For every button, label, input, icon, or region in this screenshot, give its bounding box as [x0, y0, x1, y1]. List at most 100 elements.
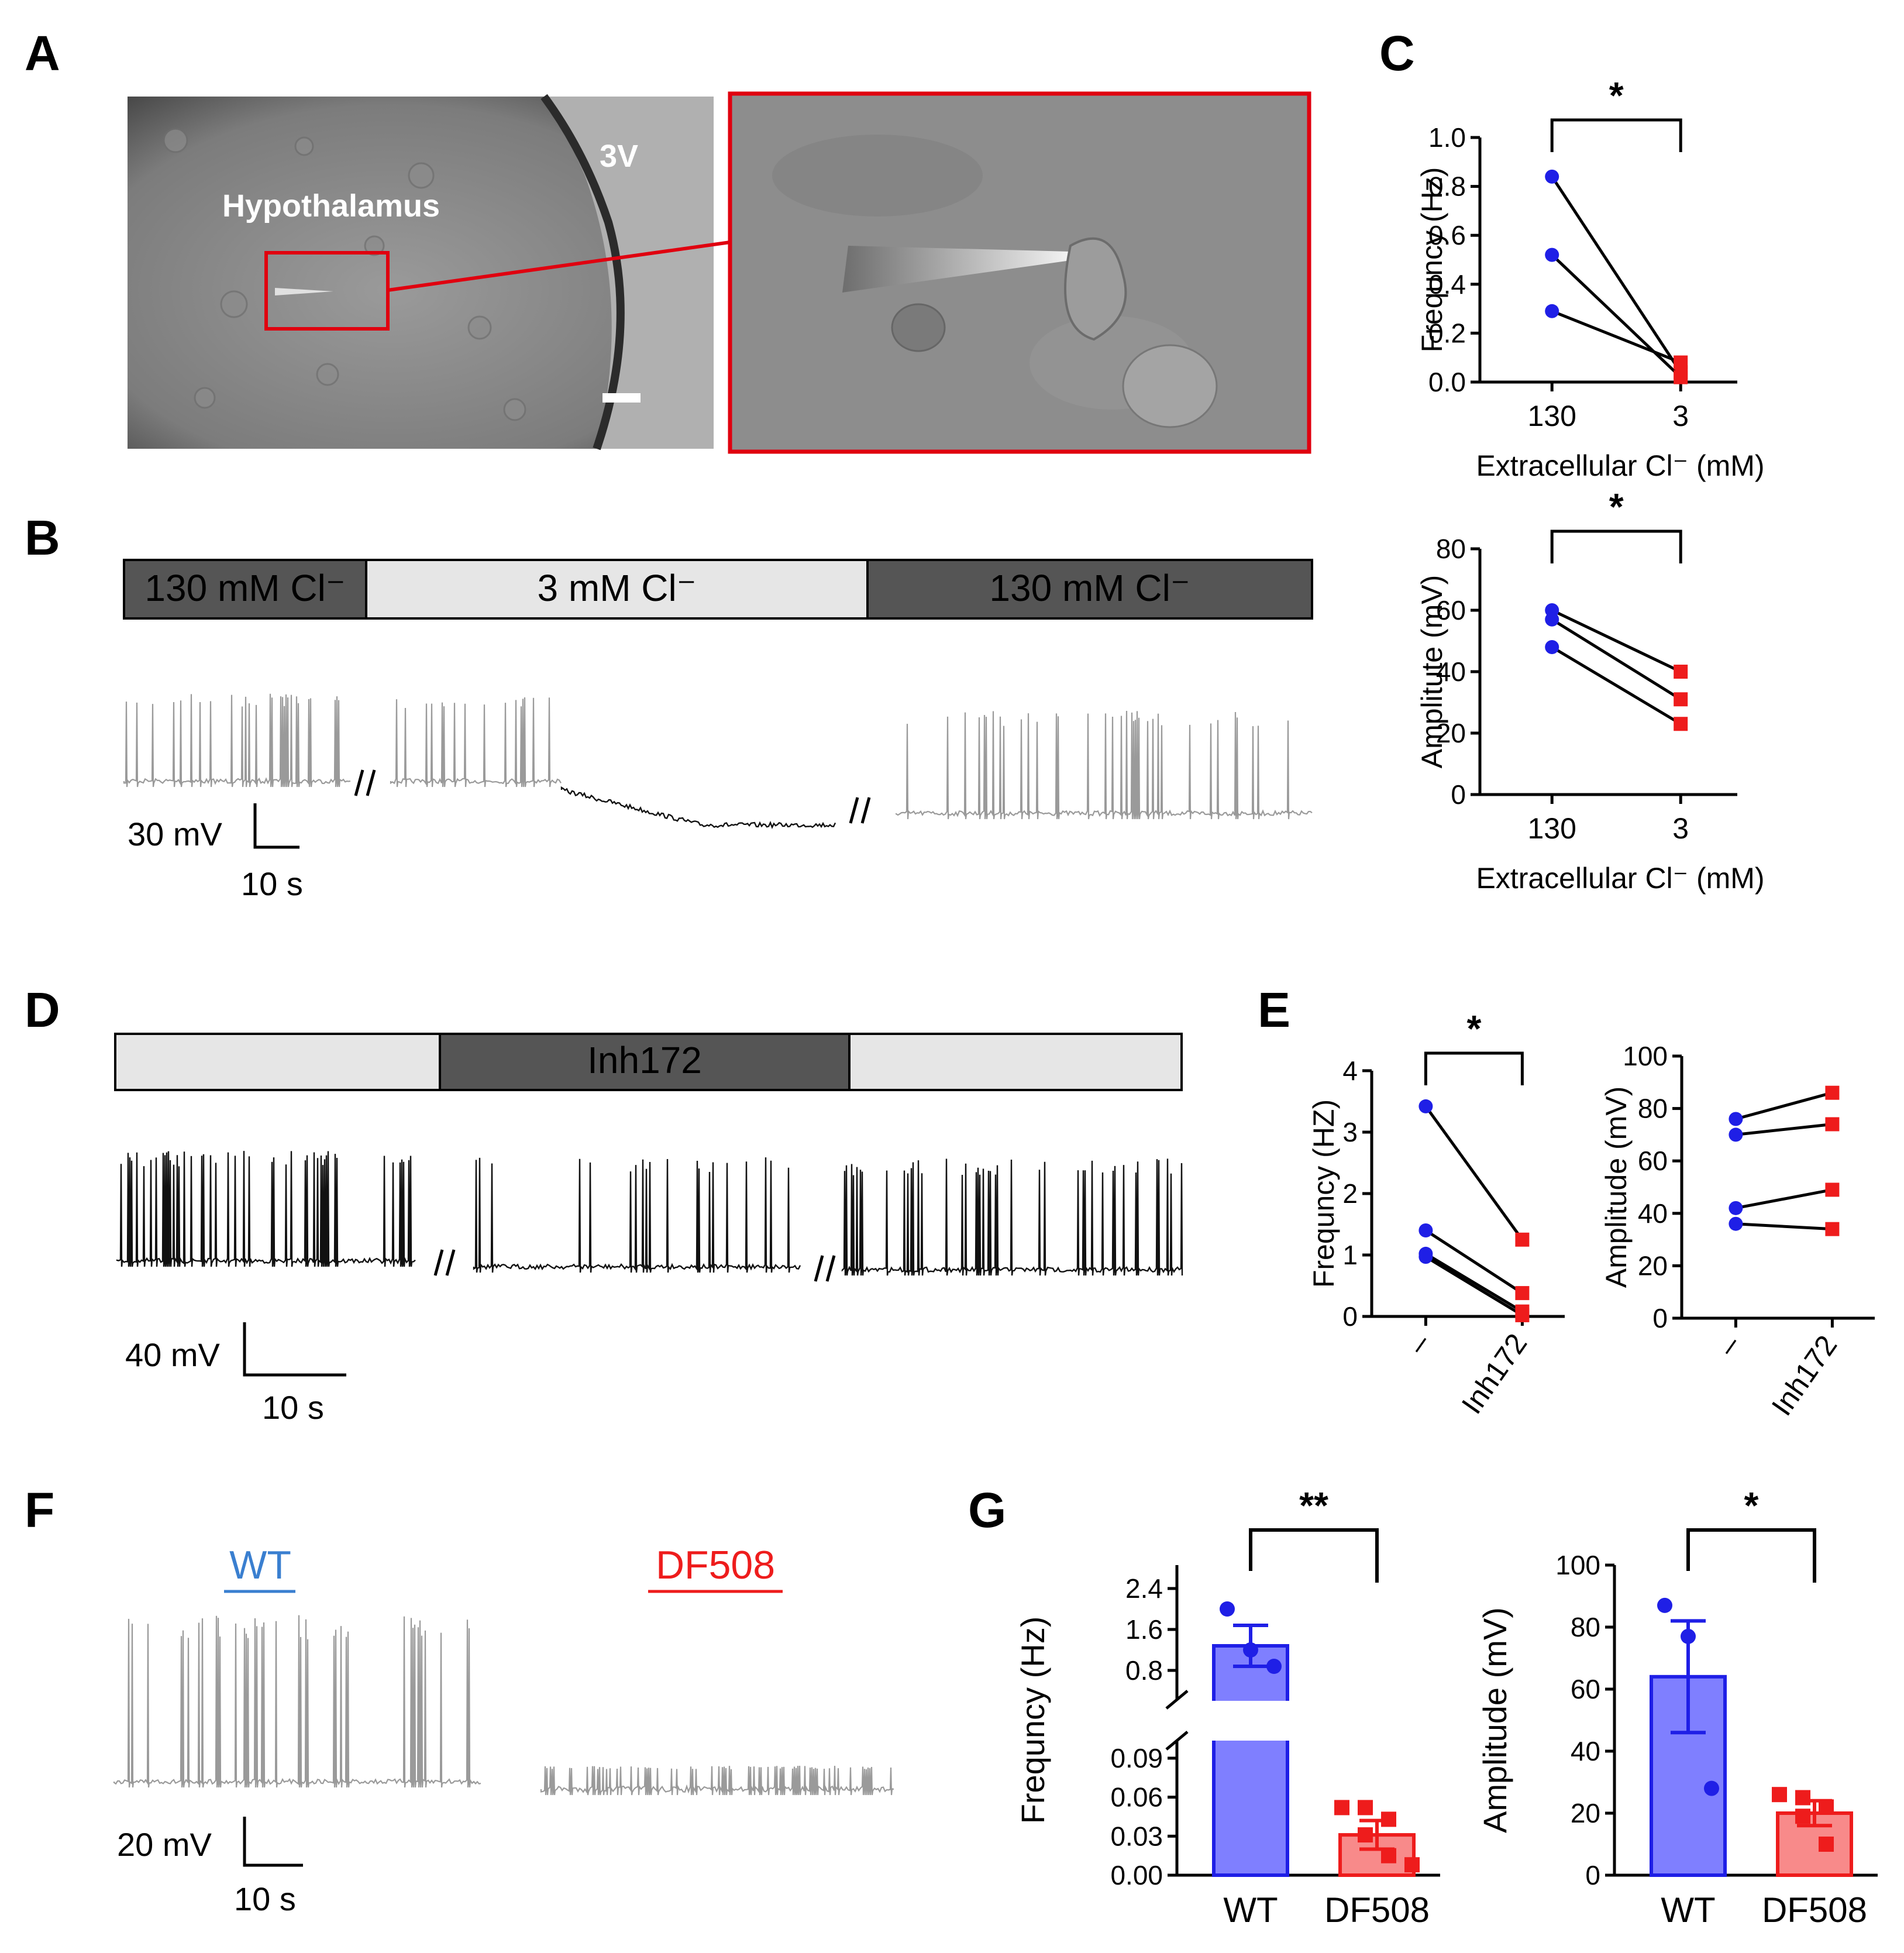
panel-label-b: B	[25, 510, 60, 565]
data-point	[1795, 1808, 1810, 1824]
trace-d-seg1	[116, 1151, 416, 1267]
y-tick-label: 4	[1342, 1055, 1358, 1086]
y-tick-label: 0	[1342, 1301, 1358, 1332]
point-control	[1729, 1127, 1743, 1142]
y-axis-label: Amplitude (mV)	[1600, 1086, 1633, 1288]
point-treated	[1674, 370, 1688, 384]
point-control	[1418, 1250, 1433, 1264]
y-tick-label: 0.03	[1110, 1821, 1163, 1851]
y-tick-label: 0.00	[1110, 1860, 1163, 1890]
pair-line	[1736, 1222, 1833, 1231]
point-treated	[1515, 1232, 1530, 1247]
axis-lines	[1478, 137, 1737, 384]
y-tick-label: 60	[1436, 595, 1466, 625]
x-tick-label: DF508	[1762, 1890, 1867, 1930]
y-tick-label: 2.4	[1125, 1573, 1163, 1604]
pair-line	[1551, 176, 1682, 373]
y-tick-label: 2	[1342, 1178, 1358, 1209]
genotype-df508-label: DF508	[656, 1543, 775, 1587]
x-tick-label: 130	[1527, 400, 1576, 432]
condition-label-1: 130 mM Cl⁻	[144, 567, 345, 609]
axis-lines	[1478, 549, 1737, 796]
y-tick-label: 60	[1571, 1674, 1600, 1704]
y-tick-label: 20	[1638, 1250, 1668, 1281]
y-tick-label: 20	[1436, 718, 1466, 748]
pair-line	[1551, 608, 1682, 673]
pair-line	[1551, 645, 1682, 726]
y-tick-label: 0.09	[1110, 1743, 1163, 1773]
x-tick-label: DF508	[1324, 1890, 1430, 1930]
panel-label-c: C	[1379, 26, 1415, 81]
x-tick-label: 3	[1672, 400, 1689, 432]
y-tick-label: 0.06	[1110, 1782, 1163, 1813]
region-label: Hypothalamus	[222, 188, 440, 224]
x-tick-label: WT	[1223, 1890, 1278, 1930]
scale-d-time: 10 s	[262, 1389, 324, 1426]
y-tick-label: 20	[1571, 1798, 1600, 1828]
data-point	[1772, 1787, 1787, 1803]
y-tick-label: 1.0	[1428, 122, 1466, 153]
point-treated	[1515, 1308, 1530, 1322]
x-axis-label: Extracellular Cl⁻ (mM)	[1476, 449, 1764, 482]
y-tick-label: 0	[1585, 1860, 1600, 1890]
y-tick-label: 0.6	[1428, 220, 1466, 250]
break-d-2	[814, 1255, 836, 1282]
point-control	[1545, 304, 1559, 318]
point-control	[1545, 169, 1559, 184]
significance-marker: *	[1744, 1484, 1759, 1526]
y-tick-label: 60	[1638, 1146, 1668, 1176]
data-point	[1657, 1597, 1672, 1613]
trace-b-seg1	[123, 693, 351, 788]
panel-label-a: A	[25, 26, 60, 81]
y-tick-label: 100	[1623, 1041, 1668, 1071]
panel-label-d: D	[25, 982, 60, 1037]
scale-f-time: 10 s	[234, 1880, 296, 1917]
data-point	[1381, 1811, 1396, 1827]
condition-segment-1	[114, 1033, 441, 1091]
break-d-1	[433, 1249, 456, 1276]
data-point	[1220, 1601, 1235, 1617]
trace-f-df508	[540, 1766, 894, 1796]
point-treated	[1515, 1286, 1530, 1301]
point-treated	[1825, 1117, 1840, 1132]
point-treated	[1674, 665, 1688, 679]
axis-lines	[1680, 1056, 1875, 1320]
pair-line	[1551, 310, 1682, 364]
chart-g-frequency: 0.00 0.03 0.06 0.09 0.8 1.6 2.4 WT DF508 Frequncy…	[1014, 1484, 1440, 1930]
condition-label-3: 130 mM Cl⁻	[989, 567, 1190, 609]
y-axis-label: Amplitute (mV)	[1416, 575, 1448, 769]
y-tick-label: 80	[1638, 1094, 1668, 1124]
data-point	[1795, 1790, 1810, 1806]
data-point	[1819, 1837, 1834, 1852]
x-tick-label: 130	[1527, 812, 1576, 845]
point-treated	[1674, 717, 1688, 731]
trace-f	[113, 1615, 894, 1796]
y-axis-label: Amplitude (mV)	[1476, 1607, 1513, 1833]
bar-break-gap	[1211, 1701, 1290, 1741]
pair-line	[1424, 1105, 1524, 1241]
point-control	[1418, 1099, 1433, 1113]
significance-marker: **	[1299, 1484, 1328, 1526]
chart-c-amplitude: 0 20 40 60 80 130 3 Amplitute (mV) Extracellular…	[1416, 486, 1765, 895]
x-tick-label: –	[1401, 1328, 1437, 1360]
chart-e-frequency: 0 1 2 3 4 – Inh172 Frequncy (HZ) *	[1307, 1008, 1565, 1420]
y-tick-label: 0.2	[1428, 318, 1466, 348]
scale-f: 20 mV 10 s	[117, 1817, 303, 1917]
axis-break	[1165, 1690, 1189, 1751]
point-treated	[1674, 355, 1688, 370]
significance-bracket	[1550, 118, 1682, 152]
point-treated	[1674, 692, 1688, 707]
significance-bracket	[1686, 1528, 1816, 1583]
y-tick-label: 40	[1638, 1198, 1668, 1229]
condition-bar-d: Inh172	[114, 1033, 1183, 1091]
condition-segment-2	[365, 559, 869, 620]
y-axis-label: Frequncy (HZ)	[1307, 1099, 1340, 1288]
point-treated	[1825, 1182, 1840, 1197]
y-axis-label: Frequncy (Hz)	[1416, 167, 1448, 353]
trace-b	[123, 693, 1313, 829]
chart-c-frequency: 0.0 0.2 0.4 0.6 0.8 1.0 130 3 Frequncy (Hz) Extra…	[1416, 74, 1765, 482]
y-tick-label: 1	[1342, 1240, 1358, 1270]
condition-segment-1	[123, 559, 367, 620]
point-control	[1545, 640, 1559, 654]
inset-box	[264, 251, 390, 331]
